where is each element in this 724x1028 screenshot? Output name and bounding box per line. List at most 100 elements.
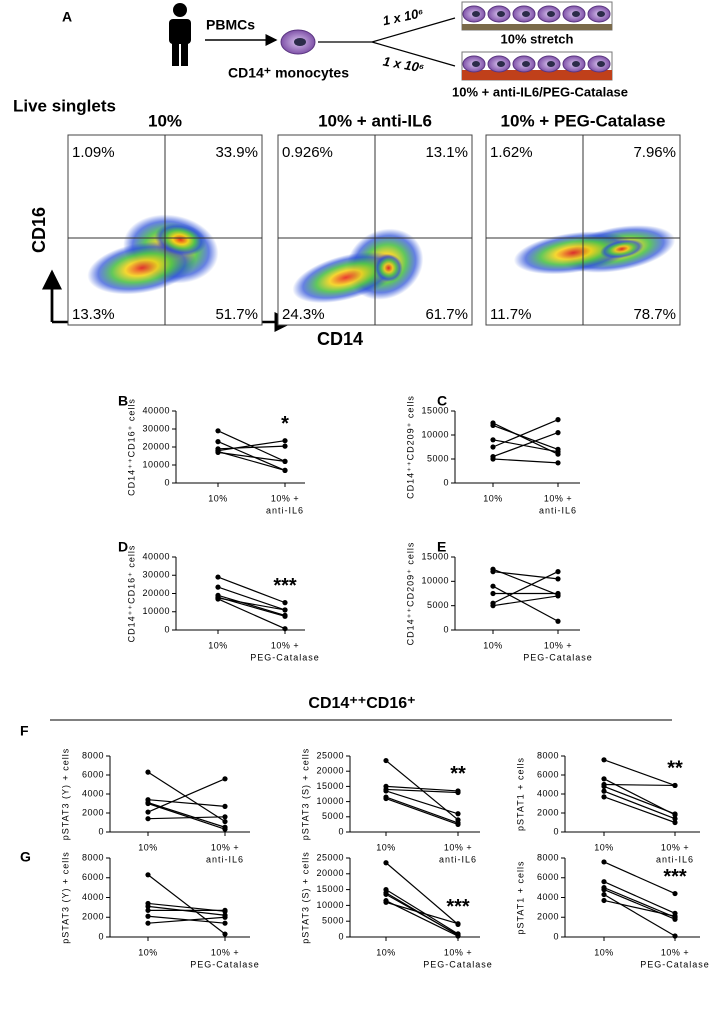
data-point: [490, 422, 496, 428]
y-tick-label: 40000: [142, 405, 170, 415]
panel-label: G: [20, 849, 31, 865]
panel-label: F: [20, 723, 29, 739]
data-point: [672, 933, 678, 939]
nucleus-icon: [597, 11, 605, 17]
well-stretch: [461, 1, 613, 31]
pair-line: [385, 788, 459, 794]
y-tick-label: 10000: [142, 459, 170, 469]
condition-label: 10% + anti-IL6/PEG-Catalase: [452, 84, 628, 99]
y-tick-label: 5000: [322, 916, 344, 926]
data-point: [455, 789, 461, 796]
pair-line: [217, 451, 286, 462]
panel-label: B: [118, 393, 128, 409]
x-tick-label: 10%: [208, 493, 228, 503]
x-tick-label: 10% +: [544, 640, 572, 650]
x-tick-label: 10% +: [544, 493, 572, 503]
y-axis-title: pSTAT3 (Y) + cells: [60, 851, 70, 943]
data-point: [455, 821, 461, 828]
density-blob: [600, 239, 644, 259]
x-tick-label: 10%: [376, 947, 396, 957]
y-tick-label: 10000: [316, 900, 344, 910]
data-point: [383, 860, 389, 866]
y-tick-label: 0: [98, 826, 104, 836]
quadrant-percent: 1.62%: [490, 144, 533, 161]
pair-line: [603, 899, 676, 917]
nucleus-icon: [572, 11, 580, 17]
y-axis-title: CD16: [29, 207, 49, 253]
y-tick-label: 0: [98, 931, 104, 941]
y-axis-title: CD14⁺⁺CD209⁺ cells: [405, 395, 415, 499]
data-point: [555, 417, 561, 423]
x-sublabel: PEG-Catalase: [190, 959, 260, 969]
data-point: [222, 931, 228, 937]
x-sublabel: anti-IL6: [206, 854, 244, 864]
panel-label: C: [437, 393, 447, 409]
x-tick-label: 10% +: [661, 842, 689, 852]
x-sublabel: PEG-Catalase: [250, 652, 320, 662]
data-point: [601, 859, 607, 865]
nucleus-icon: [497, 11, 505, 17]
data-point: [455, 811, 461, 817]
significance: *: [281, 413, 289, 435]
nucleus-icon: [547, 61, 555, 67]
pair-line: [603, 759, 676, 787]
nucleus-icon: [472, 61, 480, 67]
x-tick-label: 10%: [376, 842, 396, 852]
significance: ***: [663, 866, 687, 888]
x-sublabel: anti-IL6: [439, 854, 477, 864]
y-tick-label: 2000: [82, 912, 104, 922]
data-point: [383, 788, 389, 794]
x-tick-label: 10% +: [271, 493, 299, 503]
data-point: [383, 757, 389, 764]
data-point: [555, 430, 561, 436]
data-point: [145, 800, 151, 807]
pair-line: [217, 586, 286, 611]
data-point: [215, 449, 221, 455]
pair-line: [603, 881, 676, 914]
y-tick-label: 0: [553, 931, 559, 941]
quadrant-percent: 7.96%: [633, 144, 676, 161]
pair-line: [217, 597, 286, 611]
pair-line: [385, 796, 459, 824]
y-tick-label: 0: [164, 477, 170, 487]
pair-line: [492, 595, 559, 607]
y-tick-label: 15000: [421, 551, 449, 561]
data-point: [222, 814, 228, 820]
x-sublabel: PEG-Catalase: [523, 652, 593, 662]
pair-line: [603, 790, 676, 820]
y-tick-label: 6000: [82, 872, 104, 882]
data-point: [601, 879, 607, 885]
data-point: [383, 795, 389, 802]
data-point: [215, 439, 221, 445]
data-point: [145, 816, 151, 822]
significance: ***: [273, 575, 297, 597]
y-tick-label: 4000: [82, 788, 104, 798]
y-tick-label: 30000: [142, 570, 170, 580]
data-point: [282, 458, 288, 464]
data-point: [455, 921, 461, 927]
data-point: [601, 776, 607, 782]
pair-line: [603, 796, 676, 824]
y-tick-label: 8000: [82, 852, 104, 862]
data-point: [145, 913, 151, 919]
pair-line: [603, 889, 676, 920]
data-point: [215, 596, 221, 602]
data-point: [672, 890, 678, 897]
pair-line: [385, 862, 459, 925]
panel-label: D: [118, 539, 128, 555]
nucleus-icon: [522, 61, 530, 67]
pair-line: [492, 571, 559, 580]
pair-line: [603, 887, 676, 918]
panel-label: E: [437, 539, 446, 555]
plot-title: 10% + PEG-Catalase: [501, 111, 666, 130]
y-tick-label: 20000: [316, 766, 344, 776]
data-point: [222, 776, 228, 782]
panel-label: A: [62, 9, 72, 25]
density-blob: [374, 254, 403, 282]
pair-line: [492, 458, 559, 464]
quadrant-percent: 51.7%: [215, 306, 258, 323]
quadrant-percent: 33.9%: [215, 144, 258, 161]
pair-line: [147, 802, 226, 830]
data-point: [555, 460, 561, 466]
data-point: [383, 891, 389, 897]
